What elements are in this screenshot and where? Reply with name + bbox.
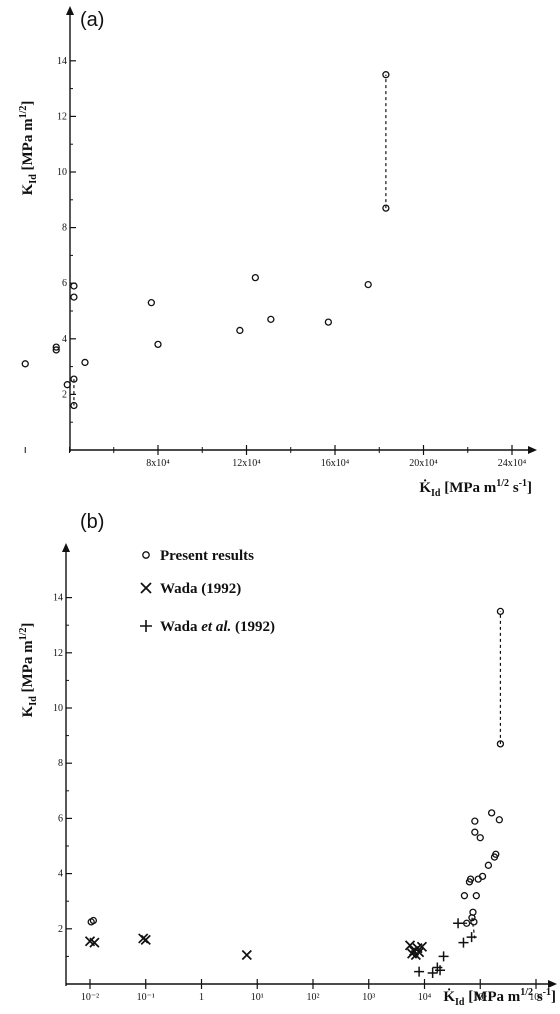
- panel-b-x-tick-label: 10¹: [251, 992, 264, 1003]
- panel-a-x-tick-label: 16x10⁴: [321, 458, 350, 469]
- panel-a-point-circle: [147, 299, 156, 307]
- panel-b-point-circle: [470, 918, 478, 926]
- panel-b-point-circle: [471, 817, 479, 825]
- panel-a-x-axis-label: K̇Id [MPa m1/2 s-1]: [419, 478, 532, 499]
- panel-b-point-x: [89, 937, 100, 948]
- panel-b-point-circle: [496, 740, 505, 748]
- panel-a-y-tick-label: 4: [62, 334, 67, 345]
- panel-a-x-tick-label: 20x10⁴: [409, 458, 438, 469]
- panel-b-x-axis-arrow: [548, 980, 557, 988]
- panel-a-y-tick-label: 6: [62, 278, 67, 289]
- panel-b-x-tick-label: 10³: [362, 992, 375, 1003]
- panel-a-point-circle: [70, 293, 78, 301]
- panel-a-y-tick-label: 14: [57, 56, 67, 67]
- panel-b-x-tick-label: 10⁻²: [81, 992, 99, 1003]
- panel-b-label: (b): [80, 511, 104, 533]
- panel-b-point-circle: [476, 834, 484, 842]
- legend-marker-circle: [142, 551, 150, 559]
- panel-a-y-tick-label: 2: [62, 389, 67, 400]
- panel-b-point-circle: [462, 919, 471, 927]
- panel-a-point-circle: [364, 280, 372, 289]
- panel-b-y-tick-label: 14: [53, 593, 63, 604]
- panel-b-point-plus: [458, 937, 469, 948]
- panel-b-y-axis-label: KId [MPa m1/2]: [18, 623, 39, 718]
- panel-b-point-circle: [492, 850, 500, 858]
- chart-panel-a: (a) KId [MPa m1/2] K̇Id [MPa m1/2 s-1] 2…: [18, 6, 537, 499]
- panel-a-point-circle: [52, 343, 60, 351]
- panel-b-point-plus: [466, 932, 477, 943]
- panel-b-x-tick-label: 10⁻¹: [137, 992, 155, 1003]
- chart-panel-b: (b) KId [MPa m1/2] K̇Id [MPa m1/2 s-1] P…: [18, 511, 557, 1008]
- panel-b-point-circle: [89, 916, 98, 925]
- panel-b-point-circle: [484, 861, 493, 869]
- panel-a-x-tick-label: 24x10⁴: [498, 458, 527, 469]
- panel-b-point-circle: [466, 875, 475, 883]
- panel-a-point-circle: [251, 273, 260, 282]
- panel-a-y-tick-label: 8: [62, 223, 67, 234]
- panel-a-y-tick-label: 12: [57, 111, 67, 122]
- legend-marker-plus: [140, 620, 152, 632]
- panel-b-point-circle: [471, 828, 479, 836]
- panel-a-point-circle: [52, 346, 60, 354]
- panel-b-x-tick-label: 10⁶: [529, 992, 543, 1003]
- panel-b-y-tick-label: 8: [58, 758, 63, 769]
- panel-b-point-plus: [438, 951, 449, 962]
- panel-b-x-tick-label: 10⁴: [418, 992, 432, 1003]
- panel-a-point-circle: [70, 401, 78, 410]
- panel-a-point-circle: [382, 71, 390, 79]
- panel-b-point-circle: [460, 892, 469, 900]
- panel-a-point-circle: [70, 282, 78, 290]
- panel-a-y-axis-arrow: [66, 6, 74, 15]
- legend-marker-x: [140, 582, 152, 594]
- panel-b-y-tick-label: 6: [58, 813, 63, 824]
- panel-a-point-circle: [267, 315, 275, 323]
- panel-b-point-x: [140, 934, 151, 945]
- legend-label-wada-1992: Wada (1992): [160, 581, 241, 597]
- panel-b-point-circle: [496, 607, 505, 616]
- panel-a-point-circle: [70, 375, 78, 383]
- panel-b-y-tick-label: 10: [53, 703, 63, 714]
- panel-b-point-x: [416, 941, 428, 952]
- panel-a-point-circle: [81, 358, 89, 367]
- panel-b-point-x: [404, 940, 416, 951]
- panel-a-point-circle: [21, 360, 29, 368]
- panel-a-point-circle: [382, 204, 390, 212]
- panel-b-point-plus: [414, 966, 425, 977]
- legend: Present results Wada (1992) Wada et al. …: [140, 548, 275, 635]
- panel-b-point-circle: [487, 809, 496, 817]
- panel-a-x-tick-label: 12x10⁴: [232, 458, 261, 469]
- panel-a-point-circle: [154, 340, 162, 349]
- panel-b-x-tick-label: 1: [199, 992, 204, 1003]
- panel-b-point-circle: [495, 816, 503, 824]
- panel-b-x-tick-label: 10²: [307, 992, 320, 1003]
- panel-b-x-tick-label: 10⁵: [474, 992, 488, 1003]
- panel-b-y-tick-label: 2: [58, 924, 63, 935]
- panel-a-point-circle: [324, 318, 333, 326]
- panel-a-x-tick-label: 8x10⁴: [146, 458, 170, 469]
- panel-b-y-axis-arrow: [62, 543, 70, 552]
- panel-a-label: (a): [80, 9, 104, 31]
- panel-a-x-axis-arrow: [528, 446, 537, 454]
- panel-b-point-x: [241, 949, 252, 961]
- panel-b-point-x: [413, 947, 425, 958]
- panel-b-point-plus: [435, 965, 446, 976]
- panel-b-point-plus: [427, 967, 438, 978]
- legend-label-present-results: Present results: [160, 548, 254, 564]
- panel-b-y-tick-label: 4: [58, 869, 63, 880]
- panel-b-point-circle: [472, 892, 480, 900]
- panel-a-y-tick-label: 10: [57, 167, 67, 178]
- panel-a-point-circle: [63, 381, 71, 389]
- panel-b-point-circle: [478, 872, 487, 881]
- legend-label-wada-et-al-1992: Wada et al. (1992): [160, 619, 275, 635]
- panel-a-y-axis-label: KId [MPa m1/2]: [18, 101, 39, 196]
- panel-b-y-tick-label: 12: [53, 648, 63, 659]
- panel-b-point-plus: [453, 918, 464, 929]
- panel-a-point-circle: [236, 326, 244, 335]
- panel-b-point-circle: [469, 908, 477, 916]
